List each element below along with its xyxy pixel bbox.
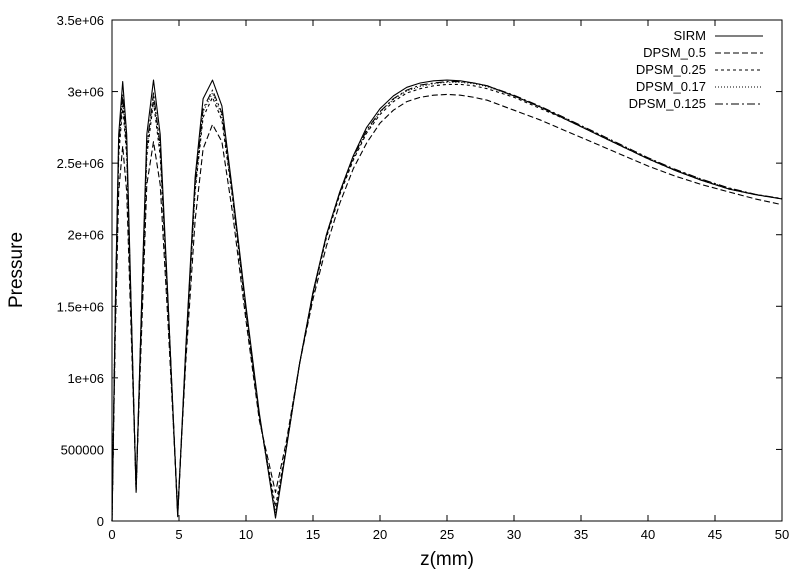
series-line-3 — [111, 83, 783, 522]
y-tick-label: 500000 — [61, 442, 104, 457]
y-tick-label: 3e+06 — [67, 85, 104, 100]
series-line-1 — [111, 79, 783, 522]
legend-label: SIRM — [674, 28, 707, 43]
y-tick-label: 1e+06 — [67, 371, 104, 386]
x-tick-label: 0 — [108, 527, 115, 542]
y-tick-label: 3.5e+06 — [57, 13, 104, 28]
legend-label: DPSM_0.25 — [636, 62, 706, 77]
x-tick-label: 15 — [306, 527, 320, 542]
x-axis-label: z(mm) — [420, 549, 474, 570]
x-tick-label: 40 — [641, 527, 655, 542]
series-line-2 — [111, 93, 783, 522]
y-tick-label: 0 — [97, 514, 104, 529]
x-tick-label: 25 — [440, 527, 454, 542]
legend: SIRM DPSM_0.5 DPSM_0.25 DPSM_0.17 DPSM_0.125 — [629, 28, 763, 111]
x-tick-label: 20 — [373, 527, 387, 542]
axis-ticks: 0 5 10 15 20 25 30 35 40 45 50 0 500000 1e+06 1.5e+06 2… — [57, 13, 790, 542]
y-tick-label: 2.5e+06 — [57, 156, 104, 171]
legend-label: DPSM_0.17 — [636, 79, 706, 94]
x-tick-label: 50 — [775, 527, 789, 542]
x-tick-label: 5 — [175, 527, 182, 542]
y-axis-label: Pressure — [6, 232, 27, 308]
series-line-5 — [111, 81, 783, 522]
y-tick-label: 2e+06 — [67, 228, 104, 243]
x-tick-label: 45 — [708, 527, 722, 542]
series-line-4 — [111, 81, 783, 522]
legend-label: DPSM_0.125 — [629, 96, 706, 111]
series-layer — [111, 79, 783, 522]
x-tick-label: 30 — [507, 527, 521, 542]
y-tick-label: 1.5e+06 — [57, 299, 104, 314]
x-tick-label: 10 — [239, 527, 253, 542]
x-tick-label: 35 — [574, 527, 588, 542]
legend-label: DPSM_0.5 — [643, 45, 706, 60]
